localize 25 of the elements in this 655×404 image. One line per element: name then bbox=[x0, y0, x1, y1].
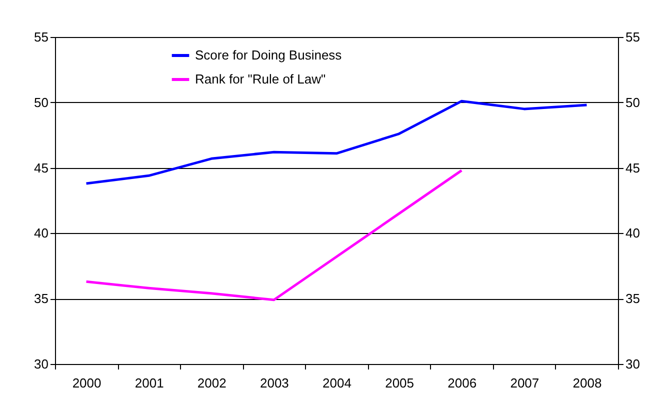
legend-label: Rank for "Rule of Law" bbox=[195, 72, 326, 86]
x-tick-label: 2000 bbox=[72, 376, 102, 390]
y-tick-label: 30 bbox=[34, 356, 48, 372]
y2-tick-label: 50 bbox=[626, 94, 640, 110]
y2-tick-label: 35 bbox=[626, 291, 640, 306]
x-tick-label: 2001 bbox=[134, 376, 164, 390]
y2-tick-label: 45 bbox=[626, 160, 640, 176]
y-tick-label: 35 bbox=[34, 291, 48, 306]
x-tick-label: 2006 bbox=[448, 376, 477, 390]
legend-label: Score for Doing Business bbox=[195, 48, 342, 62]
y2-tick-label: 30 bbox=[626, 356, 640, 372]
x-tick-label: 2003 bbox=[260, 376, 289, 390]
x-tick-label: 2007 bbox=[510, 376, 540, 390]
y2-tick-label: 40 bbox=[626, 226, 640, 241]
line-series bbox=[85, 100, 588, 185]
y-tick-label: 50 bbox=[34, 94, 48, 110]
x-tick-label: 2002 bbox=[197, 376, 226, 390]
x-tick-label: 2008 bbox=[572, 376, 602, 390]
y2-tick-label: 55 bbox=[626, 30, 640, 44]
line-series bbox=[85, 169, 463, 302]
x-tick-label: 2004 bbox=[322, 376, 352, 390]
x-tick-label: 2005 bbox=[385, 376, 414, 390]
y-tick-label: 40 bbox=[34, 226, 48, 241]
y-tick-label: 45 bbox=[34, 160, 48, 176]
y-tick-label: 55 bbox=[34, 30, 48, 44]
